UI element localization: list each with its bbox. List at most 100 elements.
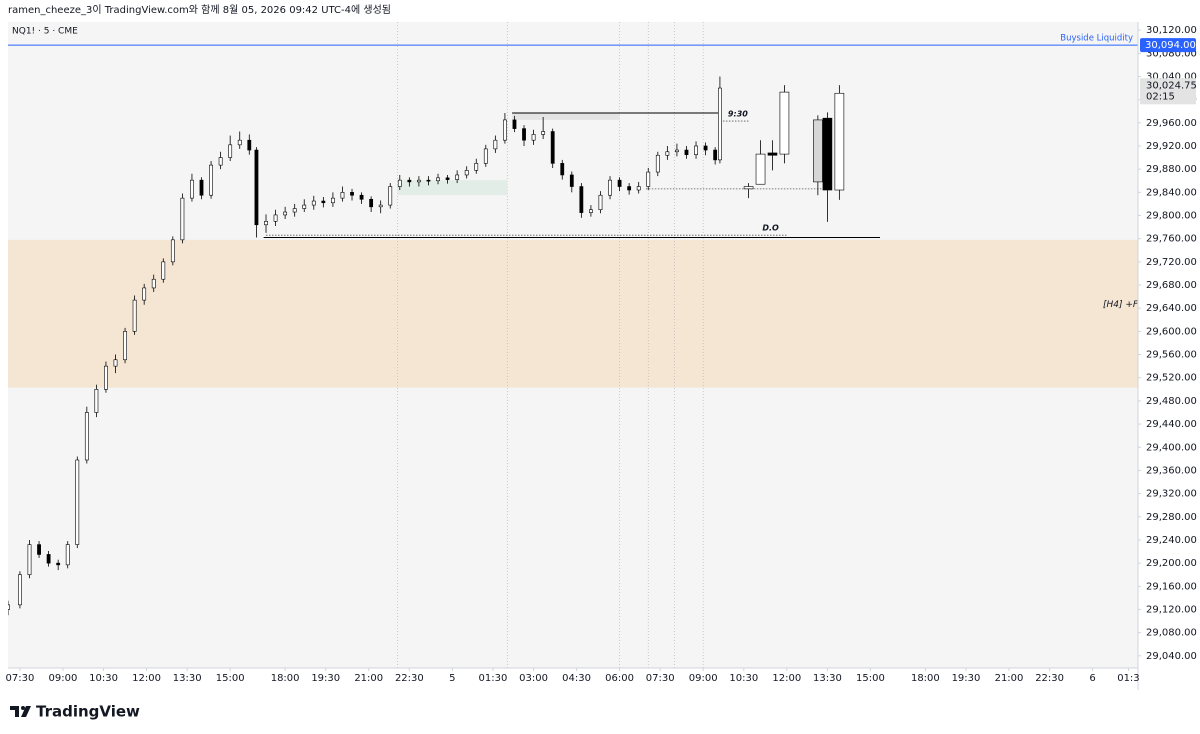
candle-body [113,359,118,367]
y-tick-label: 29,360.00 [1146,465,1197,476]
candle-body [579,186,584,213]
y-tick-label: 29,320.00 [1146,489,1197,500]
candle-body [813,119,823,183]
candle-body [237,139,242,146]
candle-body [273,214,278,222]
caption: ramen_cheeze_3이 TradingView.com와 함께 8월 0… [8,4,391,16]
candle-body [703,145,708,151]
candle-body [311,200,316,206]
candle-body [665,151,670,156]
y-tick-label: 29,920.00 [1146,141,1197,152]
candle-body [151,278,156,289]
candle-body [46,554,51,564]
candle-body [254,149,259,226]
x-tick-label: 01:3 [1117,673,1139,684]
candle-body [407,179,412,183]
candle-body [617,179,622,187]
x-tick-label: 04:30 [562,673,591,684]
candle-body [170,239,175,263]
candle-body [123,331,127,361]
candle-body [834,92,845,191]
candle-body [190,179,194,199]
candle-body [560,163,565,176]
candle-body [18,574,22,606]
y-tick-label: 30,120.00 [1146,25,1197,36]
y-tick-label: 29,720.00 [1146,257,1197,268]
candle-body [531,134,536,141]
y-tick-label: 29,960.00 [1146,118,1197,129]
candle-body [426,179,431,182]
y-tick-label: 30,080.00 [1146,48,1197,59]
candle-body [331,197,335,204]
time-axis: 07:30 09:00 10:30 12:00 13:30 15:00 18:00 19:30… [6,668,1140,684]
level-label: 9:30 [728,110,748,119]
candle-body [199,179,204,196]
y-tick-label: 29,760.00 [1146,234,1197,245]
x-tick-label: 15:00 [216,673,245,684]
last-price-tag [1140,78,1196,105]
x-tick-label: 01:30 [479,673,508,684]
candle-body [161,261,166,280]
candle-body [350,192,354,196]
candle-body [646,171,651,187]
countdown-label: 02:15 [1146,91,1175,102]
x-tick-label: 18:00 [271,673,300,684]
candle-body [56,562,61,566]
x-tick-label: 21:00 [354,673,383,684]
level-label: D.O [762,224,779,233]
x-tick-label: 07:30 [646,673,675,684]
x-tick-label: 5 [449,673,455,684]
candle-body [627,186,632,191]
x-tick-label: 22:30 [395,673,424,684]
y-tick-label: 29,040.00 [1146,651,1197,662]
candle-body [218,157,223,166]
candle-body [27,544,32,576]
candle-body [397,179,402,187]
candle-body [694,145,698,155]
candle-body [378,204,383,208]
y-tick-label: 29,640.00 [1146,303,1197,314]
y-tick-label: 29,280.00 [1146,512,1197,523]
candle-body [474,163,479,171]
candle-body [180,197,185,241]
x-tick-label: 6 [1089,673,1095,684]
candle-body [104,365,108,390]
candle-body [522,128,526,141]
candle-body [65,544,70,566]
price-box [512,112,620,120]
y-tick-label: 29,800.00 [1146,211,1197,222]
candle-body [483,148,488,164]
y-tick-label: 29,560.00 [1146,350,1197,361]
brand-icon [21,706,31,717]
brand-icon [10,706,19,717]
candle-body [767,152,778,156]
brand-icon [21,706,25,710]
candle-body [283,211,288,216]
x-tick-label: 10:30 [89,673,118,684]
candle-body [822,117,833,191]
candle-body [247,139,252,151]
x-tick-label: 07:30 [6,673,35,684]
x-tick-label: 18:00 [911,673,940,684]
y-tick-label: 29,120.00 [1146,604,1197,615]
candle-body [598,194,603,211]
candle-body [464,170,469,176]
candle-body [94,389,99,413]
candle-body [503,119,507,141]
candle-body [541,131,546,135]
candle-body [718,87,722,161]
y-tick-label: 29,200.00 [1146,558,1197,569]
candle-body [684,149,689,155]
x-tick-label: 15:00 [856,673,885,684]
candle-body [369,198,374,208]
candle-body [228,144,233,158]
x-tick-label: 22:30 [1035,673,1064,684]
price-box [397,180,508,196]
brand-name: TradingView [36,703,140,721]
candle-body [142,287,147,301]
x-tick-label: 10:30 [729,673,758,684]
candle-body [589,209,593,213]
y-tick-label: 29,480.00 [1146,396,1197,407]
plot: [H4] +FV Buyside Liquidity 9:30 D.O [8,22,1138,668]
